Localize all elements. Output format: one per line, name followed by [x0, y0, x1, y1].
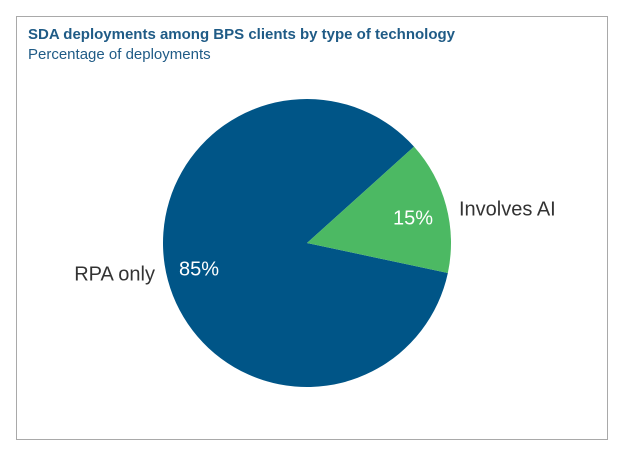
chart-title: SDA deployments among BPS clients by typ…: [28, 26, 456, 43]
value-label-rpa-only: 85%: [179, 258, 219, 280]
pie-labels: 85% RPA only 15% Involves AI: [74, 198, 556, 285]
slice-rpa-only: [162, 98, 448, 387]
chart-subtitle: Percentage of deployments: [28, 46, 211, 63]
pie-slices: [162, 98, 451, 387]
value-label-involves-ai: 15%: [393, 207, 433, 229]
category-label-rpa-only: RPA only: [74, 263, 155, 285]
slice-involves-ai: [307, 146, 451, 273]
category-label-involves-ai: Involves AI: [459, 198, 556, 220]
